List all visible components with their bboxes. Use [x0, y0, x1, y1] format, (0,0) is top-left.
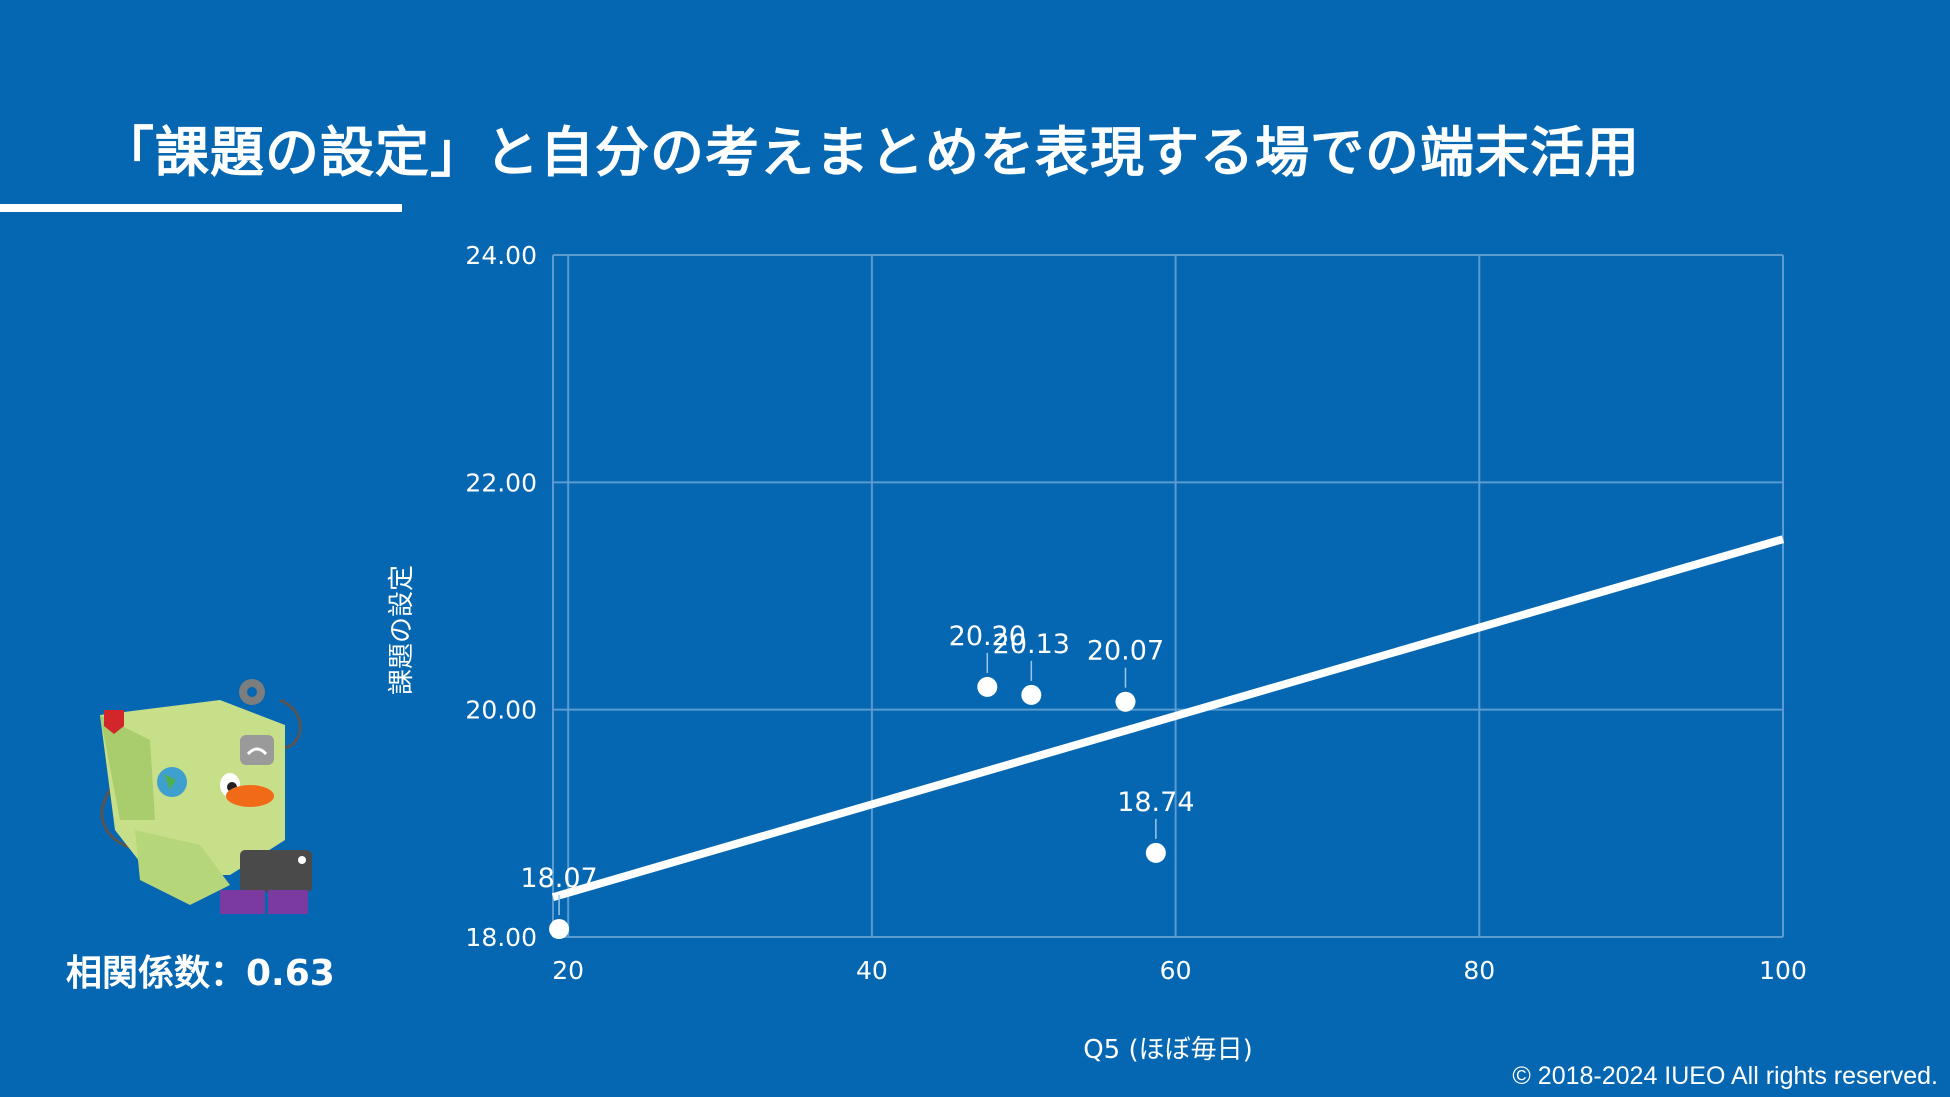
- y-tick-label: 22.00: [465, 468, 537, 497]
- data-label: 20.13: [993, 629, 1070, 660]
- data-point: [1115, 691, 1136, 712]
- x-tick-labels: 20 40 60 80 100: [552, 956, 1807, 985]
- data-label: 18.74: [1117, 787, 1194, 818]
- x-tick-label: 100: [1759, 956, 1807, 985]
- x-tick-label: 80: [1463, 956, 1495, 985]
- y-tick-labels: 18.00 20.00 22.00 24.00: [465, 241, 537, 952]
- x-axis-label: Q5 (ほぼ毎日): [1083, 1035, 1253, 1065]
- data-label: 20.07: [1087, 636, 1164, 667]
- y-tick-label: 24.00: [465, 241, 537, 270]
- slide-title: 「課題の設定」と自分の考えまとめを表現する場での端末活用: [100, 121, 1640, 184]
- x-tick-label: 20: [552, 956, 584, 985]
- data-point: [1021, 684, 1042, 705]
- y-tick-label: 20.00: [465, 696, 537, 725]
- trendline-group: [551, 535, 1785, 902]
- trendline: [551, 535, 1785, 902]
- x-tick-label: 60: [1160, 956, 1192, 985]
- data-label: 20.20: [949, 621, 1026, 652]
- data-label: 18.07: [520, 863, 597, 894]
- y-axis-label: 課題の設定: [387, 565, 417, 695]
- x-tick-label: 40: [856, 956, 888, 985]
- copyright-notice: © 2018-2024 IUEO All rights reserved.: [1512, 1062, 1938, 1090]
- correlation-coefficient: 相関係数：0.63: [66, 953, 335, 994]
- data-point: [977, 676, 998, 697]
- data-point: [549, 919, 570, 940]
- mascot-illustration: [80, 670, 330, 934]
- chart-grid: [552, 254, 1784, 938]
- title-underline: [0, 204, 402, 212]
- data-point: [1145, 842, 1166, 863]
- y-tick-label: 18.00: [465, 923, 537, 952]
